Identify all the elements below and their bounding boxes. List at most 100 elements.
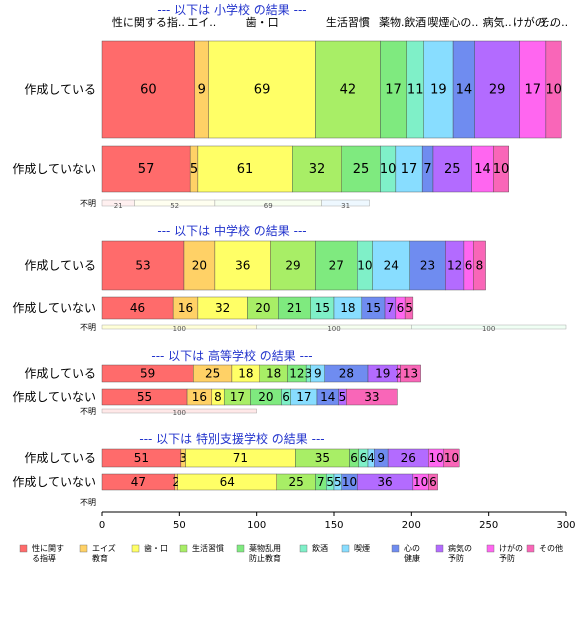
unknown-label: 不明 [80,199,96,208]
value-label: 29 [489,83,506,98]
value-label: 53 [135,259,150,273]
bar-segment [404,296,414,320]
column-header: 歯・口 [246,16,279,29]
value-label: 18 [266,367,281,381]
legend-swatch [435,544,444,553]
value-label: 6 [397,301,405,315]
legend-swatch [19,544,28,553]
legend-label: 病気の [448,543,472,553]
x-tick-label: 100 [247,520,266,531]
bar-segment [395,145,423,193]
row-label: 作成していない [12,475,96,489]
value-label: 7 [387,301,395,315]
value-label: 55 [137,390,152,404]
row-label: 作成している [24,259,96,273]
value-label: 2 [172,475,180,489]
value-label: 6 [282,390,290,404]
legend-swatch [526,544,535,553]
unknown-label: 不明 [80,323,96,332]
value-label: 8 [476,259,484,273]
unknown-value-label: 69 [264,202,273,210]
bar-segment [519,40,547,139]
value-label: 18 [340,301,355,315]
value-label: 23 [420,259,435,273]
value-label: 2 [395,367,403,381]
value-label: 17 [524,83,541,98]
value-label: 33 [364,390,379,404]
legend-swatch [179,544,188,553]
bar-segment [346,388,398,406]
value-label: 4 [367,451,375,465]
value-label: 10 [357,259,372,273]
unknown-bar-segment [321,199,370,207]
legend-label: その他 [539,543,563,553]
bar-segment [101,240,185,291]
value-label: 27 [329,259,344,273]
bar-segment [183,240,216,291]
value-label: 29 [285,259,300,273]
value-label: 60 [140,83,157,98]
legend-swatch [299,544,308,553]
value-label: 14 [474,162,491,177]
value-label: 5 [339,390,347,404]
unknown-value-label: 100 [482,325,495,333]
legend-label: 防止教育 [249,553,281,563]
bar-segment [341,145,381,193]
value-label: 28 [339,367,354,381]
bar-segment [208,40,316,139]
value-label: 25 [444,162,461,177]
value-label: 8 [214,390,222,404]
bar-segment [101,40,196,139]
column-header: 生活習慣 [326,15,370,29]
bar-segment [270,240,316,291]
value-label: 14 [320,390,335,404]
bar-segment [443,448,460,468]
value-label: 10 [428,451,443,465]
legend-label: 心の [404,544,420,553]
value-label: 6 [360,451,368,465]
value-label: 36 [235,259,250,273]
legend-label: エイズ [92,543,116,553]
value-label: 5 [326,475,334,489]
legend-label: 性に関す [32,543,64,553]
bar-segment [315,40,381,139]
column-header: けがの.. [513,15,553,29]
bar-segment [428,473,438,491]
value-label: 25 [205,367,220,381]
value-label: 5 [405,301,413,315]
legend-label: 喫煙 [354,543,370,553]
legend-label: 飲酒 [312,543,328,553]
section-title: --- 以下は 小学校 の結果 --- [157,2,306,17]
unknown-value-label: 21 [114,202,123,210]
column-header: エイ.. [187,16,216,29]
x-tick-label: 150 [324,520,343,531]
value-label: 6 [465,259,473,273]
value-label: 64 [220,475,235,489]
row-label: 作成している [24,451,96,465]
value-label: 10 [342,475,357,489]
column-header: 飲酒 [404,15,426,29]
bar-segment [493,145,509,193]
value-label: 46 [130,301,145,315]
x-tick-label: 50 [173,520,186,531]
value-label: 5 [334,475,342,489]
value-label: 20 [255,301,270,315]
column-header: 性に関する指.. [112,15,185,29]
value-label: 13 [403,367,418,381]
value-label: 18 [238,367,253,381]
value-label: 9 [314,367,322,381]
value-label: 51 [134,451,149,465]
value-label: 14 [456,83,473,98]
value-label: 47 [131,475,146,489]
bar-segment [315,240,358,291]
x-tick-label: 200 [402,520,421,531]
legend-swatch [391,544,400,553]
value-label: 17 [230,390,245,404]
section-title: --- 以下は 高等学校 の結果 --- [151,348,312,363]
value-label: 15 [315,301,330,315]
legend-swatch [486,544,495,553]
legend-label: けがの [499,543,523,553]
bar-segment [400,364,421,383]
value-label: 6 [429,475,437,489]
